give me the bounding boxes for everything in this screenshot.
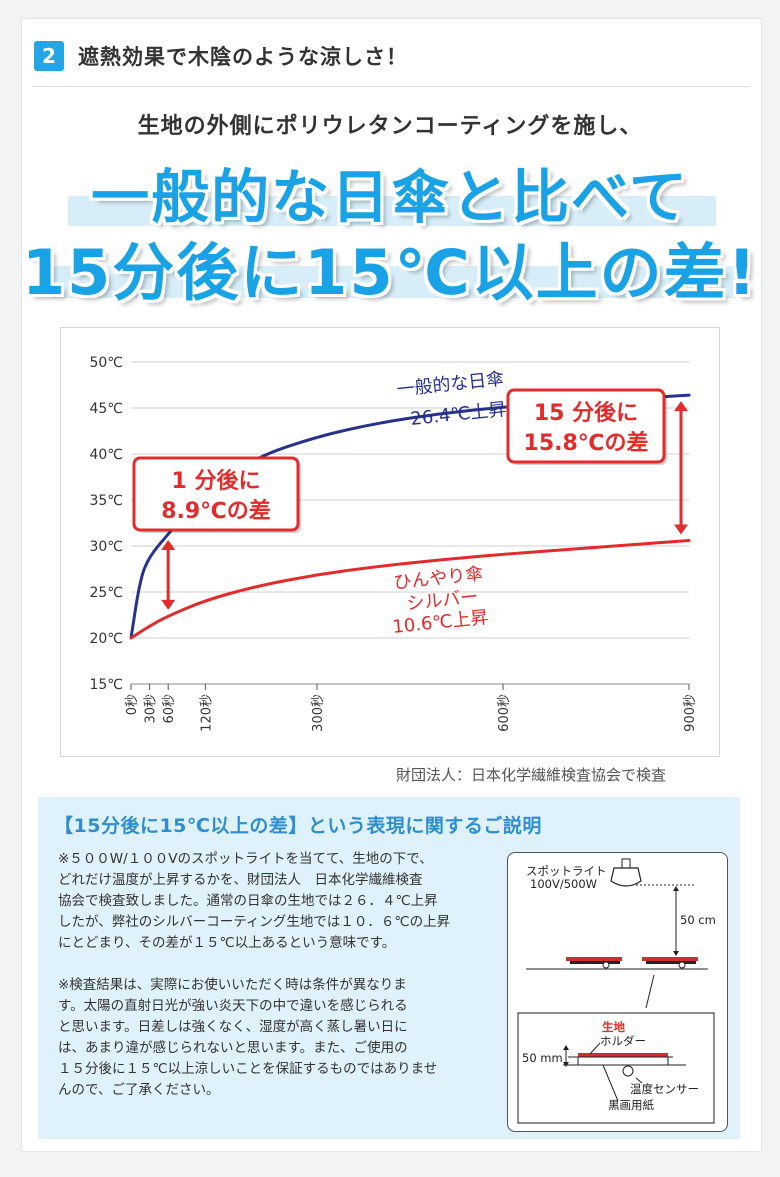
explanation-line: １５分後に１５℃以上涼しいことを保証するものではありませ: [58, 1061, 438, 1077]
section-number-badge: 2: [34, 41, 64, 71]
explanation-line: ※５００W/１００Vのスポットライトを当てて、生地の下で、: [58, 851, 433, 867]
explanation-paragraph-2: ※検査結果は、実際にお使いいただく時は条件が異なりま す。太陽の直射日光が強い炎…: [58, 975, 490, 1101]
explanation-line: んので、ご了承ください。: [58, 1082, 220, 1098]
explanation-line: 協会で検査致しました。通常の日傘の生地では２６．４℃上昇: [58, 893, 438, 909]
difference-callout-text: 8.9℃の差: [161, 498, 271, 524]
explanation-line: にとどまり、その差が１５℃以上あるという意味です。: [58, 935, 396, 951]
detail-box: [517, 1012, 715, 1124]
headline-line-2: 15分後に15℃以上の差!: [22, 236, 758, 309]
x-tick-label: 120秒: [199, 694, 214, 732]
chart-svg: 50℃ 45℃ 40℃ 35℃ 30℃ 25℃ 20℃ 15℃0秒 30秒 60秒 120秒 300秒…: [89, 355, 698, 732]
series-label: 10.6℃上昇: [391, 607, 489, 638]
y-tick-label: 15℃: [89, 677, 123, 693]
section-header: 2 遮熱効果で木陰のような涼しさ！: [34, 36, 408, 76]
explanation-line: と思います。日差しは強くなく、湿度が高く蒸し暑い日に: [58, 1019, 408, 1035]
x-tick-label: 900秒: [683, 694, 698, 732]
height-label: 50 mm: [522, 1051, 563, 1065]
test-setup-diagram: スポットライト 100V/500W 50 cm 生地 ホルダー 50 mm 温度…: [507, 852, 728, 1132]
headline-line-1: 一般的な日傘と比べて: [91, 163, 689, 231]
difference-arrowhead: [161, 540, 176, 551]
fabric-label: 生地: [602, 1020, 625, 1034]
difference-callout-text: 15 分後に: [534, 400, 638, 426]
difference-callout: [132, 456, 300, 532]
test-setup-drawing: [517, 858, 715, 1124]
y-tick-label: 20℃: [89, 631, 123, 647]
spotlight-mount: [621, 858, 631, 869]
difference-callout: [506, 388, 666, 464]
explanation-line: したが、弊社のシルバーコーティング生地では１０．６℃の上昇: [58, 914, 451, 930]
sensor-label: 温度センサー: [630, 1082, 699, 1096]
section-title: 遮熱効果で木陰のような涼しさ！: [78, 45, 408, 69]
y-tick-label: 40℃: [89, 447, 123, 463]
temperature-chart: 50℃ 45℃ 40℃ 35℃ 30℃ 25℃ 20℃ 15℃ 0秒 30秒 60秒 120秒 300秒…: [60, 327, 720, 757]
explanation-line: は、あまり違が感じられないと思います。また、ご使用の: [58, 1040, 408, 1056]
source-note: 財団法人：日本化学繊維検査協会で検査: [396, 766, 667, 784]
holder: [577, 1056, 669, 1066]
explanation-paragraph-1: ※５００W/１００Vのスポットライトを当てて、生地の下で、 どれだけ温度が上昇す…: [58, 849, 490, 954]
difference-callout-text: 15.8℃の差: [524, 430, 649, 456]
explanation-title: 【15分後に15℃以上の差】という表現に関するご説明: [54, 815, 542, 837]
spotlight-icon: [610, 867, 642, 887]
sample-right: [642, 957, 698, 961]
holder-label: ホルダー: [600, 1034, 646, 1048]
y-tick-label: 50℃: [89, 355, 123, 371]
x-tick-label: 600秒: [497, 694, 512, 732]
explanation-line: す。太陽の直射日光が強い炎天下の中で違いを感じられる: [58, 998, 408, 1014]
y-tick-label: 35℃: [89, 493, 123, 509]
series-label: 一般的な日傘: [396, 368, 506, 400]
distance-label: 50 cm: [680, 913, 716, 927]
y-tick-label: 25℃: [89, 585, 123, 601]
headline-highlight-1: [68, 196, 716, 226]
x-tick-label: 30秒: [144, 694, 159, 724]
black-paper-label: 黒画用紙: [608, 1098, 654, 1112]
fabric-sample: [578, 1053, 668, 1057]
spotlight-spec-label: 100V/500W: [530, 877, 598, 891]
explanation-panel: 【15分後に15℃以上の差】という表現に関するご説明 ※５００W/１００Vのスポ…: [38, 797, 740, 1139]
y-tick-label: 30℃: [89, 539, 123, 555]
explanation-body: ※５００W/１００Vのスポットライトを当てて、生地の下で、 どれだけ温度が上昇す…: [58, 849, 490, 1122]
difference-arrowhead: [161, 599, 176, 610]
series-label: 26.4℃上昇: [409, 399, 507, 430]
intro-text: 生地の外側にポリウレタンコーティングを施し、: [137, 114, 643, 139]
y-tick-label: 45℃: [89, 401, 123, 417]
series-line: [129, 538, 691, 640]
spotlight-label: スポットライト: [526, 864, 607, 878]
difference-arrowhead: [674, 524, 688, 535]
temperature-sensor: [622, 1065, 634, 1077]
sample-left: [566, 957, 622, 961]
header-divider: [32, 86, 750, 87]
x-tick-label: 300秒: [311, 694, 326, 732]
explanation-line: どれだけ温度が上昇するかを、財団法人 日本化学繊維検査: [58, 872, 423, 888]
difference-callout-text: 1 分後に: [172, 468, 261, 494]
difference-arrowhead: [674, 401, 688, 412]
x-tick-label: 0秒: [125, 694, 140, 715]
explanation-line: ※検査結果は、実際にお使いいただく時は条件が異なりま: [58, 977, 407, 993]
headline-highlight-2: [52, 266, 736, 298]
x-tick-label: 60秒: [162, 694, 177, 724]
